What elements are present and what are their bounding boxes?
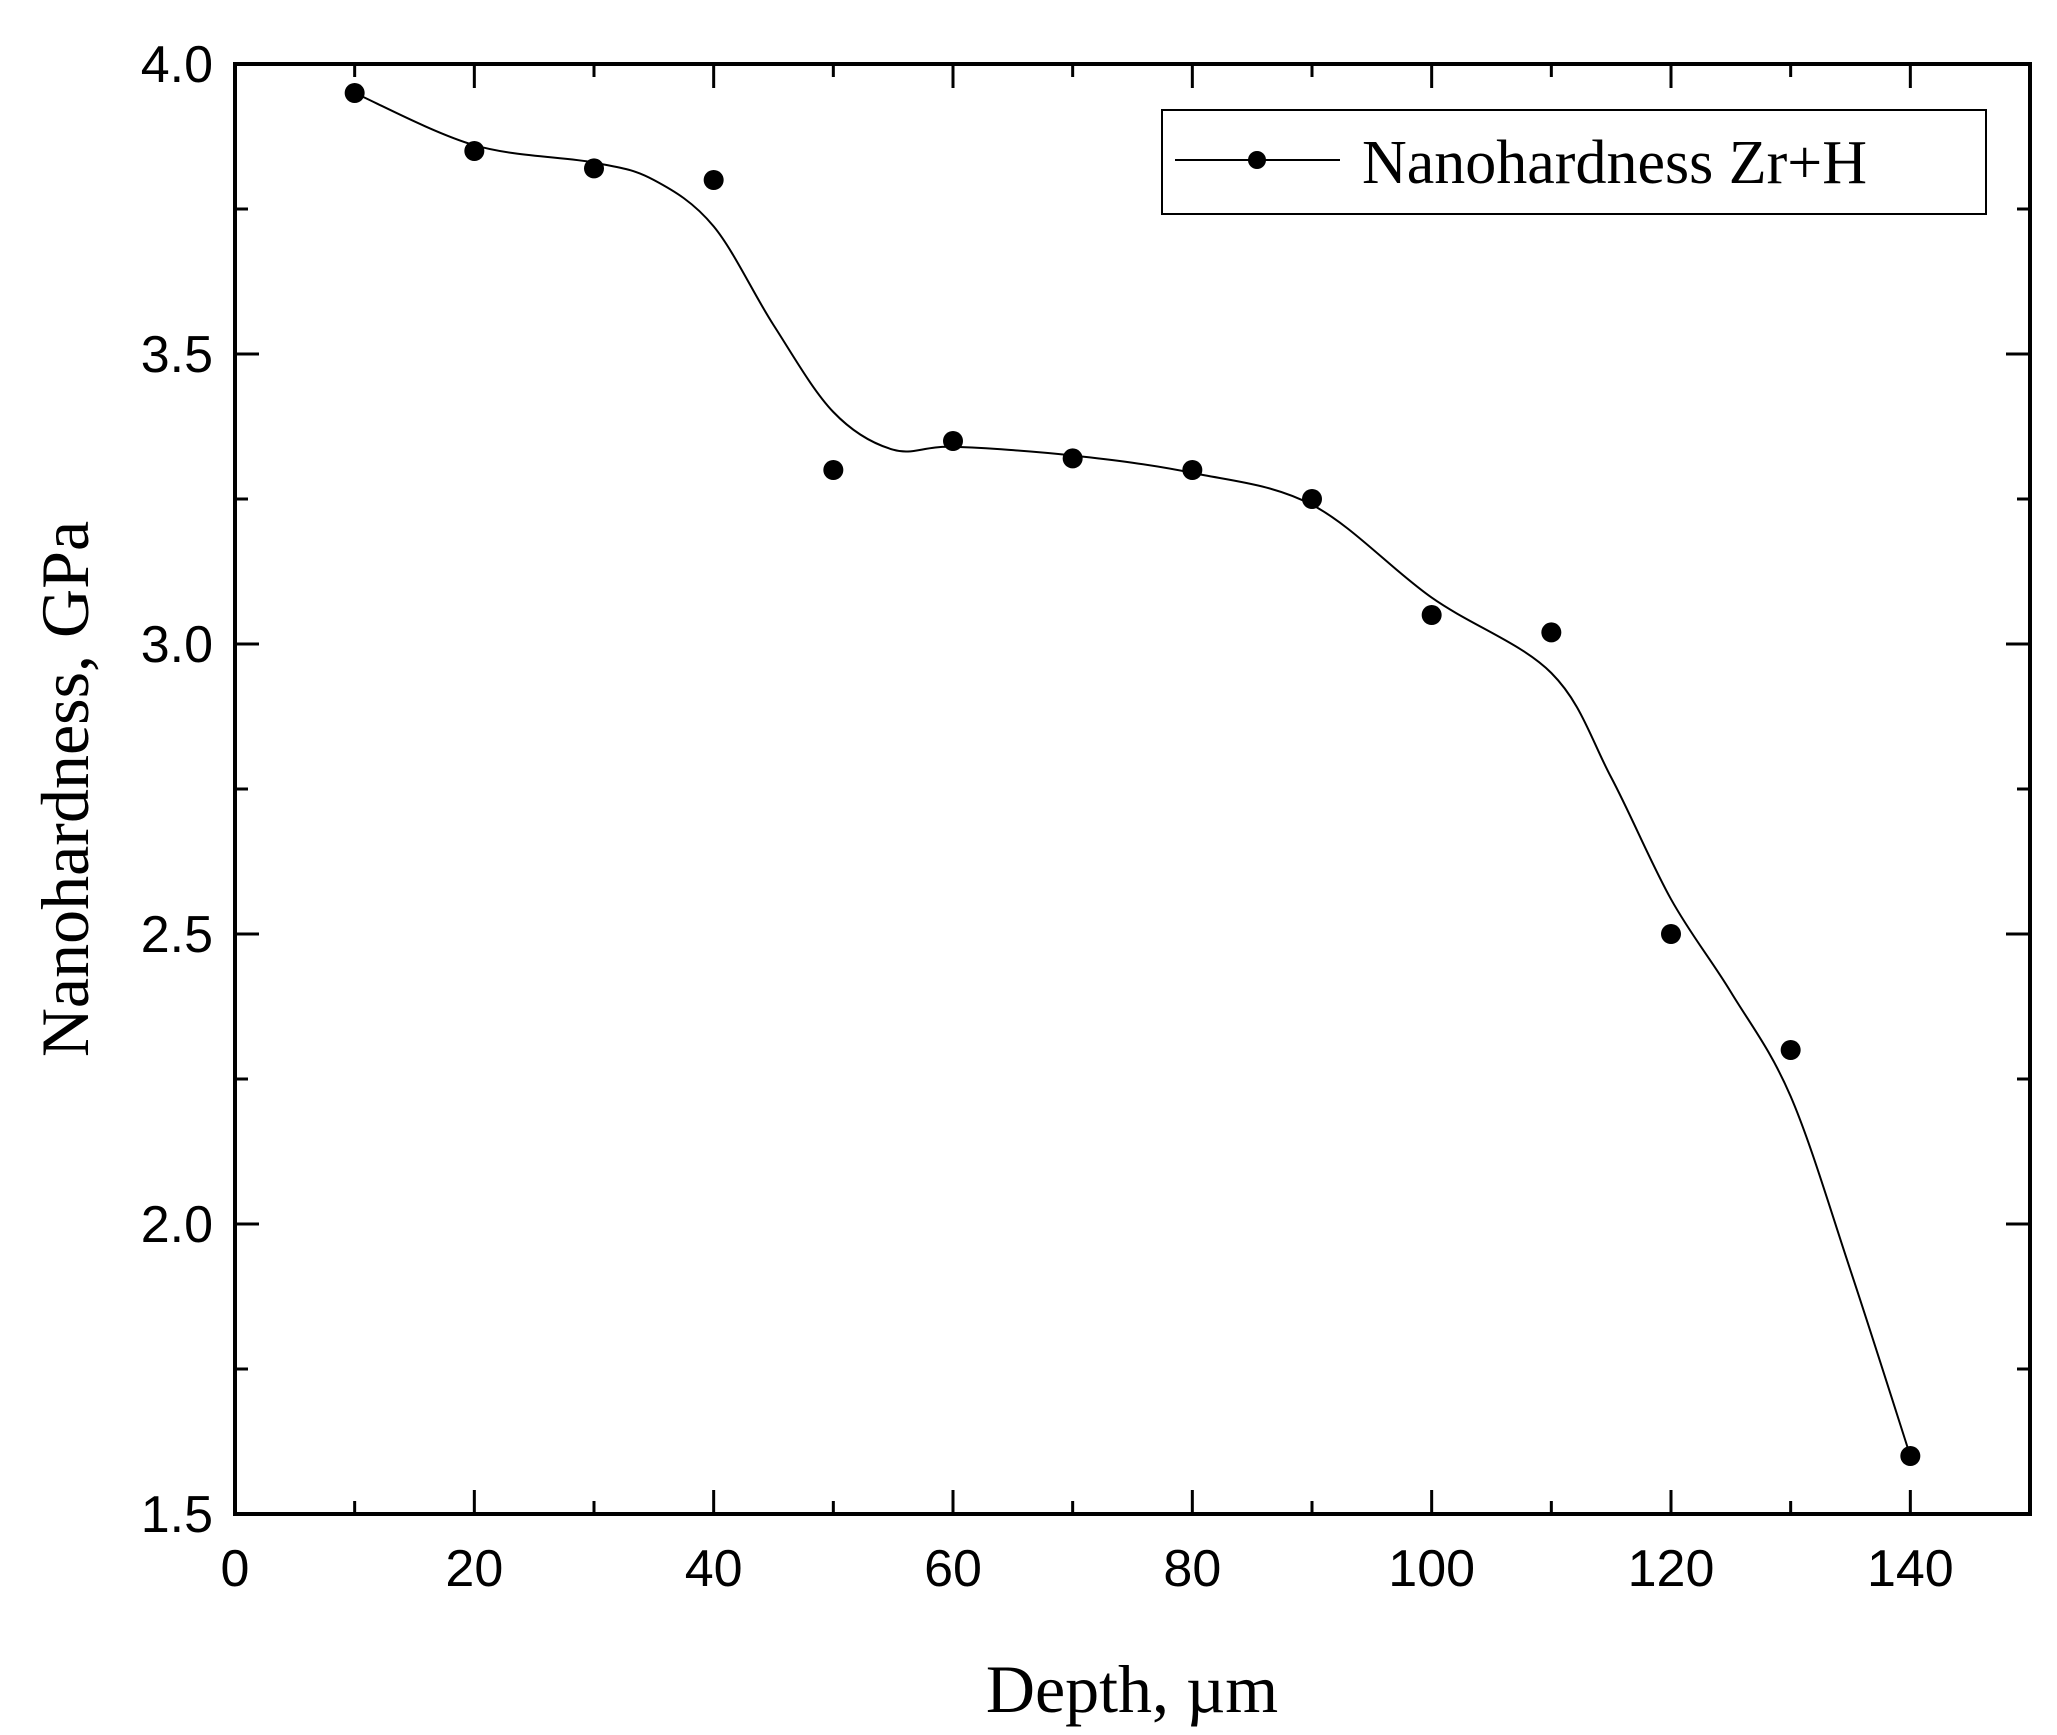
axis-ticks xyxy=(233,62,2032,1516)
y-tick-label: 2.5 xyxy=(141,906,213,964)
data-point xyxy=(1900,1446,1921,1466)
series-curve-line xyxy=(354,92,1912,1457)
plot-frame xyxy=(233,62,2032,1516)
data-point xyxy=(584,158,604,179)
data-point xyxy=(1421,605,1442,625)
data-point xyxy=(1541,622,1562,643)
y-tick-label: 3.5 xyxy=(141,326,213,384)
legend-label: Nanohardness Zr+H xyxy=(1362,129,1867,197)
y-tick-label: 4.0 xyxy=(141,36,213,94)
y-tick-label: 2.0 xyxy=(141,1196,213,1254)
x-tick-label: 80 xyxy=(1163,1540,1221,1598)
series-points xyxy=(344,83,1921,1466)
data-point xyxy=(464,141,485,161)
data-point xyxy=(943,431,963,451)
data-point xyxy=(703,170,724,190)
x-tick-label: 40 xyxy=(685,1540,743,1598)
legend: Nanohardness Zr+H xyxy=(1161,109,1987,215)
data-point xyxy=(823,460,844,480)
data-point xyxy=(1780,1040,1801,1060)
axis-tick-labels: 0 20 40 60 80 100 120 140 1.5 2.0 2.5 3.0 3.5 4.0 xyxy=(141,36,1954,1598)
data-point xyxy=(1661,924,1681,944)
y-tick-label: 1.5 xyxy=(141,1486,213,1544)
legend-box xyxy=(1161,109,1987,215)
data-point xyxy=(1182,460,1203,480)
x-tick-label: 100 xyxy=(1388,1540,1475,1598)
x-tick-label: 140 xyxy=(1867,1540,1954,1598)
x-tick-label: 60 xyxy=(924,1540,982,1598)
legend-marker xyxy=(1248,151,1266,169)
data-point xyxy=(344,83,365,103)
y-tick-label: 3.0 xyxy=(141,616,213,674)
x-tick-label: 120 xyxy=(1628,1540,1715,1598)
x-axis-title: Depth, µm xyxy=(986,1651,1278,1727)
data-point xyxy=(1062,448,1083,469)
data-point xyxy=(1302,489,1322,509)
x-tick-label: 0 xyxy=(221,1540,250,1598)
y-axis-title: Nanohardness, GPa xyxy=(27,521,103,1057)
x-tick-label: 20 xyxy=(445,1540,503,1598)
